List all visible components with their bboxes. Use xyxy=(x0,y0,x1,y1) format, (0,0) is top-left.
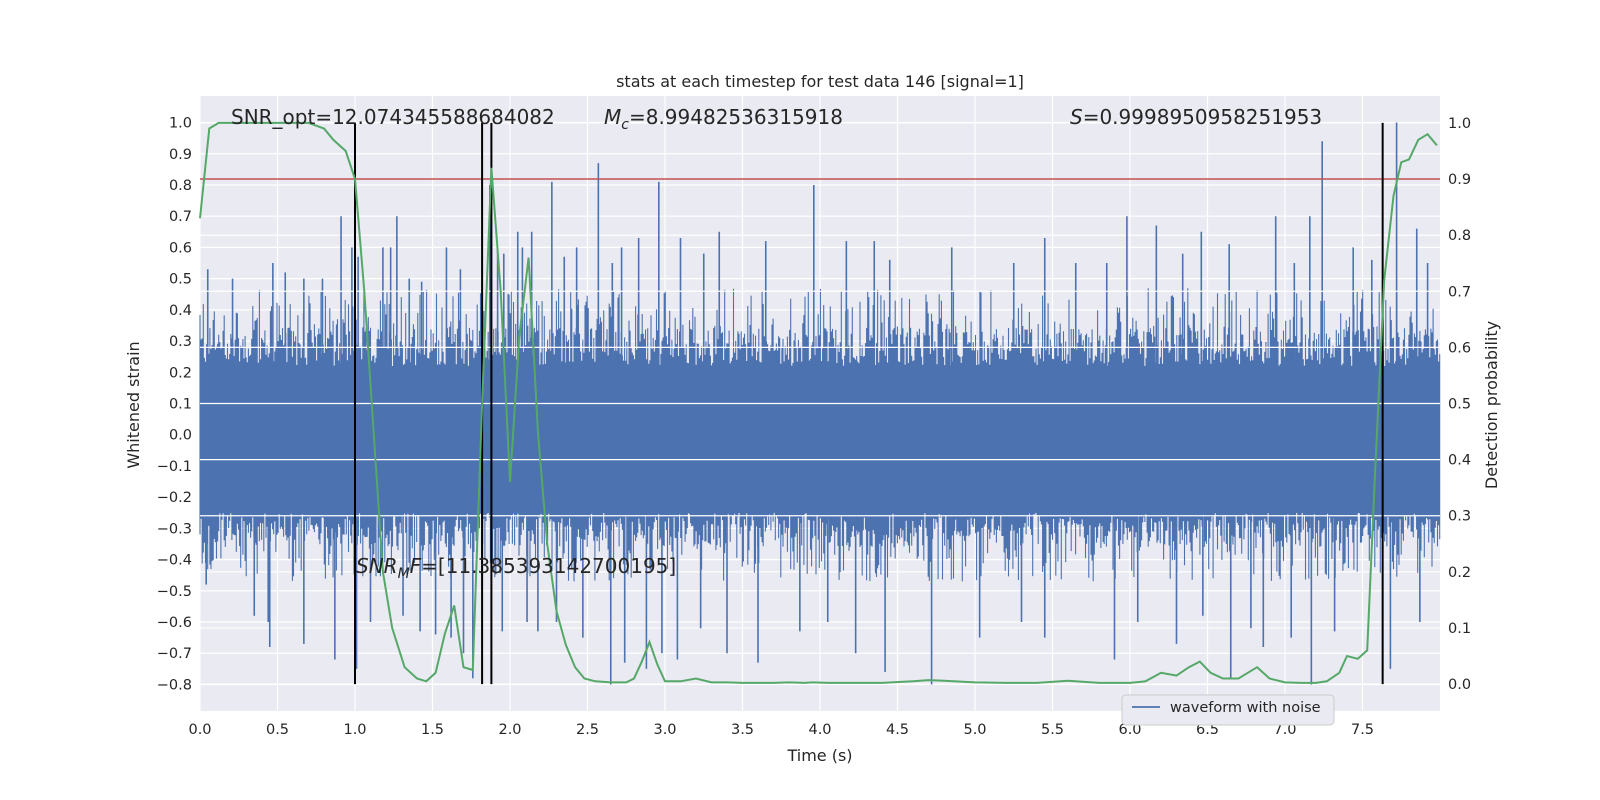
x-tick-label: 7.5 xyxy=(1351,722,1374,738)
y-tick-label: −0.8 xyxy=(157,677,192,693)
annotation-snr-opt: SNR_opt=12.074345588684082 xyxy=(231,105,555,129)
y2-tick-label: 0.6 xyxy=(1448,340,1471,356)
x-tick-label: 4.0 xyxy=(808,722,831,738)
y-tick-label: 1.0 xyxy=(169,116,192,132)
legend-label-waveform: waveform with noise xyxy=(1170,700,1321,716)
y-tick-label: −0.3 xyxy=(157,521,192,537)
annotation-score: S=0.9998950958251953 xyxy=(1070,105,1322,129)
y-tick-label: 0.3 xyxy=(169,334,192,350)
y2-tick-label: 0.2 xyxy=(1448,565,1471,581)
y-tick-label: −0.7 xyxy=(157,646,192,662)
y2-tick-label: 0.0 xyxy=(1448,677,1471,693)
x-tick-label: 3.0 xyxy=(653,722,676,738)
x-tick-label: 2.5 xyxy=(576,722,599,738)
y-tick-label: 0.6 xyxy=(169,240,192,256)
y-tick-label: 0.8 xyxy=(169,178,192,194)
x-tick-label: 5.5 xyxy=(1041,722,1064,738)
x-axis-label: Time (s) xyxy=(786,746,852,765)
annotation-score-symbol: S xyxy=(1070,105,1083,129)
overlay-lines xyxy=(200,122,1440,685)
annotation-chirp-mass-sub: c xyxy=(621,117,629,133)
y-tick-label: −0.5 xyxy=(157,584,192,600)
annotation-snr-mf-sub: M xyxy=(398,566,410,582)
y-tick-label: 0.4 xyxy=(169,303,192,319)
y-tick-label: 0.9 xyxy=(169,147,192,163)
y-tick-label: −0.6 xyxy=(157,615,192,631)
y-tick-label: 0.2 xyxy=(169,365,192,381)
y2-tick-label: 0.9 xyxy=(1448,172,1471,188)
y2-tick-label: 0.3 xyxy=(1448,509,1471,525)
x-tick-label: 1.5 xyxy=(421,722,444,738)
tick-labels: 0.0 0.5 1.0 1.5 2.0 2.5 3.0 3.5 4.0 4.5 5.0 5.5 6.0 6… xyxy=(157,116,1471,738)
y2-tick-label: 0.8 xyxy=(1448,228,1471,244)
annotation-snr-mf-value: =[11.385393142700195] xyxy=(421,554,676,578)
x-tick-label: 3.5 xyxy=(731,722,754,738)
strain-series xyxy=(199,122,1441,685)
x-tick-label: 6.0 xyxy=(1118,722,1141,738)
y-tick-label: 0.0 xyxy=(169,428,192,444)
y2-tick-label: 1.0 xyxy=(1448,116,1471,132)
x-tick-label: 4.5 xyxy=(886,722,909,738)
annotation-chirp-mass-value: =8.99482536315918 xyxy=(629,105,843,129)
y2-tick-label: 0.5 xyxy=(1448,397,1471,413)
x-tick-label: 6.5 xyxy=(1196,722,1219,738)
annotation-snr-mf: SNRMF=[11.385393142700195] xyxy=(356,554,676,582)
y-tick-label: −0.4 xyxy=(157,553,192,569)
y2-tick-label: 0.1 xyxy=(1448,621,1471,637)
y-tick-label: −0.1 xyxy=(157,459,192,475)
legend-box xyxy=(1121,694,1335,726)
probability-series xyxy=(199,121,1438,684)
x-tick-label: 7.0 xyxy=(1273,722,1296,738)
annotation-score-value: =0.9998950958251953 xyxy=(1083,105,1322,129)
strain-noise-fringe xyxy=(199,288,1441,582)
x-tick-label: 1.0 xyxy=(343,722,366,738)
x-tick-label: 5.0 xyxy=(963,722,986,738)
y-axis-label: Whitened strain xyxy=(124,341,143,468)
annotation-snr-mf-symbol: SNR xyxy=(356,554,398,578)
y-tick-label: 0.7 xyxy=(169,209,192,225)
annotation-chirp-mass-symbol: M xyxy=(604,105,621,129)
y2-tick-label: 0.4 xyxy=(1448,453,1471,469)
y2-tick-label: 0.7 xyxy=(1448,284,1471,300)
x-tick-label: 2.0 xyxy=(498,722,521,738)
y-tick-label: 0.1 xyxy=(169,397,192,413)
y-tick-label: −0.2 xyxy=(157,490,192,506)
annotation-chirp-mass: Mc=8.99482536315918 xyxy=(604,105,843,133)
y2-axis-label: Detection probability xyxy=(1482,321,1501,489)
annotation-snr-mf-f: F xyxy=(410,554,422,578)
legend: waveform with noise xyxy=(1121,694,1335,726)
y-tick-label: 0.5 xyxy=(169,272,192,288)
x-tick-label: 0.0 xyxy=(188,722,211,738)
x-tick-label: 0.5 xyxy=(266,722,289,738)
chart-title: stats at each timestep for test data 146… xyxy=(616,72,1024,91)
probability-line xyxy=(199,121,1438,684)
